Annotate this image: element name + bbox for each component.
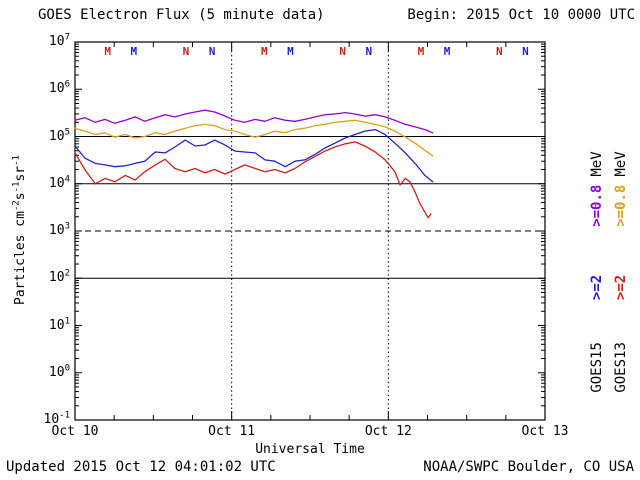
y-tick-label: 101 [48, 316, 70, 333]
x-tick-label: Oct 11 [208, 424, 256, 439]
satellite-marker-m: M [287, 45, 294, 58]
x-tick-label: Oct 12 [364, 424, 412, 439]
legend-goes13: GOES13 >=2 >=0.8 MeV [613, 122, 629, 422]
legend-goes15-mev-unit: MeV [589, 151, 605, 177]
y-tick-label: 106 [48, 79, 70, 97]
y-tick-label: 10-1 [43, 410, 71, 427]
chart-title: GOES Electron Flux (5 minute data) [38, 7, 325, 23]
legend-goes15-ge2mev-label: >=2 [589, 274, 605, 301]
data-source-label: NOAA/SWPC Boulder, CO USA [423, 459, 634, 475]
legend-goes13-mev-unit: MeV [613, 151, 629, 177]
y-tick-label: 107 [48, 32, 70, 49]
legend-goes15-label: GOES15 [589, 342, 605, 393]
satellite-marker-n: N [496, 45, 503, 58]
legend-goes15: GOES15 >=2 >=0.8 MeV [589, 122, 605, 422]
updated-timestamp: Updated 2015 Oct 12 04:01:02 UTC [6, 459, 276, 475]
x-tick-label: Oct 13 [521, 424, 569, 439]
satellite-marker-n: N [365, 45, 372, 58]
legend-goes13-ge2mev-label: >=2 [613, 274, 629, 301]
satellite-marker-m: M [444, 45, 451, 58]
trace-goes13-0.8-mev [74, 119, 434, 157]
satellite-marker-m: M [418, 45, 425, 58]
trace-goes15-2-mev [74, 128, 434, 183]
y-tick-label: 105 [48, 127, 70, 144]
satellite-marker-m: M [261, 45, 268, 58]
legend-goes15-ge08mev-label: >=0.8 [589, 184, 605, 227]
legend-goes13-ge08mev-label: >=0.8 [613, 184, 629, 227]
y-tick-label: 103 [48, 221, 70, 238]
satellite-marker-n: N [183, 45, 190, 58]
legend-goes13-label: GOES13 [613, 342, 629, 393]
begin-timestamp: Begin: 2015 Oct 10 0000 UTC [407, 7, 635, 23]
trace-goes15-0.8-mev [74, 109, 434, 134]
satellite-marker-n: N [522, 45, 529, 58]
satellite-marker-m: M [130, 45, 137, 58]
plot-frame [74, 41, 546, 421]
satellite-marker-n: N [339, 45, 346, 58]
satellite-marker-n: N [209, 45, 216, 58]
x-tick-label: Oct 10 [51, 424, 99, 439]
y-tick-label: 102 [48, 268, 70, 286]
y-tick-label: 104 [48, 174, 70, 191]
trace-goes13-2-mev [74, 141, 432, 219]
satellite-marker-m: M [104, 45, 111, 58]
y-tick-label: 100 [48, 363, 70, 380]
x-axis-label: Universal Time [255, 442, 365, 457]
